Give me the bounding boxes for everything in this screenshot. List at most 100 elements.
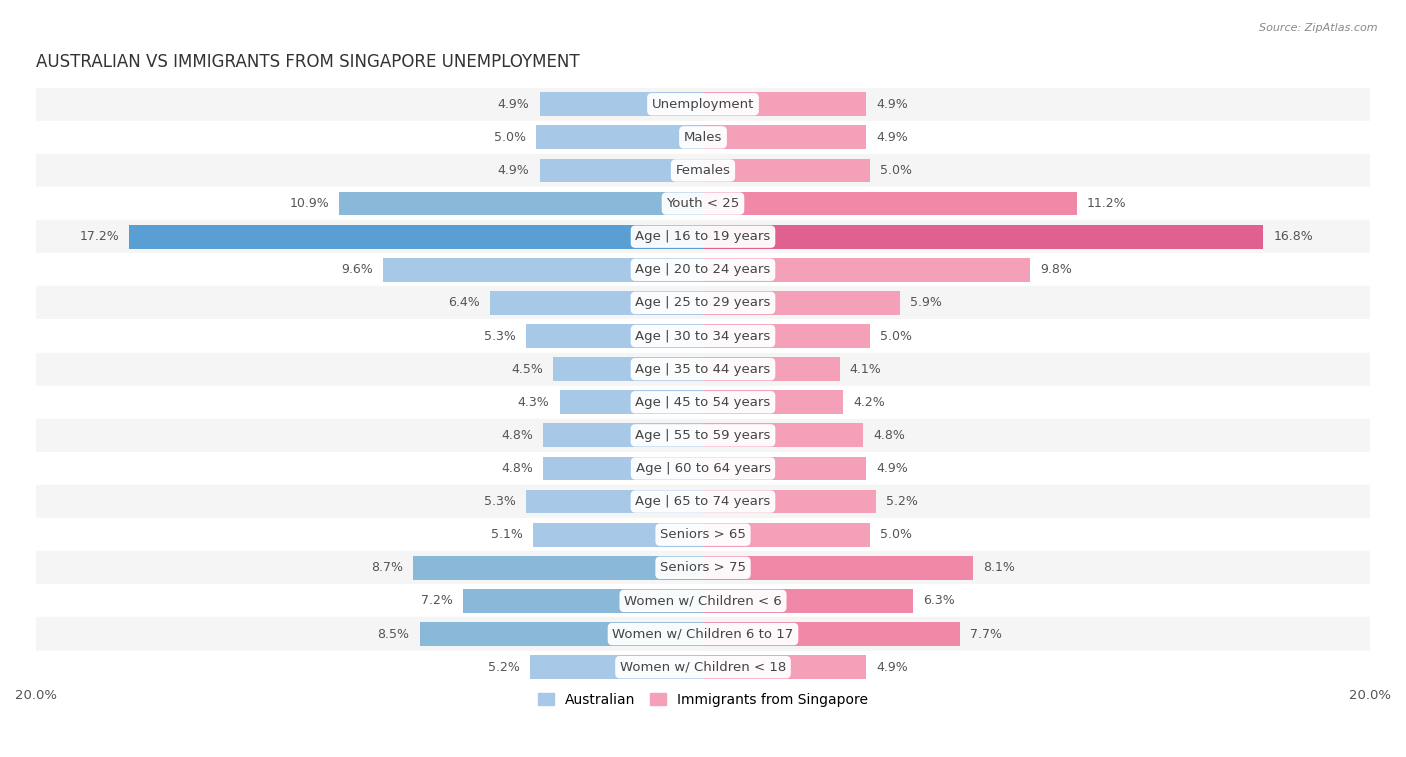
Text: 8.1%: 8.1% — [983, 561, 1015, 575]
Bar — [703, 225, 1263, 248]
Text: Females: Females — [675, 164, 731, 177]
Bar — [37, 121, 1369, 154]
Bar — [526, 490, 703, 513]
Bar — [703, 622, 960, 646]
Text: 7.2%: 7.2% — [420, 594, 453, 607]
Bar — [703, 158, 870, 182]
Text: Women w/ Children < 6: Women w/ Children < 6 — [624, 594, 782, 607]
Text: 16.8%: 16.8% — [1274, 230, 1313, 243]
Bar — [463, 589, 703, 613]
Bar — [37, 319, 1369, 353]
Text: 6.3%: 6.3% — [924, 594, 955, 607]
Bar — [703, 456, 866, 481]
Text: 5.2%: 5.2% — [886, 495, 918, 508]
Bar — [543, 423, 703, 447]
Bar — [703, 391, 844, 414]
Bar — [553, 357, 703, 381]
Bar — [37, 254, 1369, 286]
Text: 4.5%: 4.5% — [510, 363, 543, 375]
Bar — [489, 291, 703, 315]
Bar — [382, 258, 703, 282]
Text: Age | 35 to 44 years: Age | 35 to 44 years — [636, 363, 770, 375]
Text: Women w/ Children 6 to 17: Women w/ Children 6 to 17 — [613, 628, 793, 640]
Bar — [703, 589, 912, 613]
Bar — [37, 187, 1369, 220]
Text: 4.2%: 4.2% — [853, 396, 884, 409]
Bar — [703, 92, 866, 116]
Text: 5.3%: 5.3% — [484, 495, 516, 508]
Bar — [703, 556, 973, 580]
Bar — [37, 154, 1369, 187]
Text: 9.6%: 9.6% — [342, 263, 373, 276]
Text: Age | 60 to 64 years: Age | 60 to 64 years — [636, 462, 770, 475]
Text: 5.9%: 5.9% — [910, 297, 942, 310]
Bar — [703, 192, 1077, 216]
Bar — [526, 324, 703, 348]
Bar — [37, 452, 1369, 485]
Text: 4.9%: 4.9% — [876, 661, 908, 674]
Bar — [37, 518, 1369, 551]
Text: 4.8%: 4.8% — [873, 429, 905, 442]
Text: 11.2%: 11.2% — [1087, 197, 1126, 210]
Text: 4.9%: 4.9% — [498, 98, 530, 111]
Bar — [530, 656, 703, 679]
Bar — [703, 324, 870, 348]
Bar — [703, 291, 900, 315]
Bar — [129, 225, 703, 248]
Text: 5.0%: 5.0% — [495, 131, 526, 144]
Bar — [540, 158, 703, 182]
Text: Age | 65 to 74 years: Age | 65 to 74 years — [636, 495, 770, 508]
Bar — [37, 650, 1369, 684]
Text: 5.1%: 5.1% — [491, 528, 523, 541]
Bar — [37, 584, 1369, 618]
Text: Males: Males — [683, 131, 723, 144]
Bar — [560, 391, 703, 414]
Text: Age | 55 to 59 years: Age | 55 to 59 years — [636, 429, 770, 442]
Bar — [37, 88, 1369, 121]
Bar — [533, 523, 703, 547]
Bar — [703, 656, 866, 679]
Text: Women w/ Children < 18: Women w/ Children < 18 — [620, 661, 786, 674]
Bar — [37, 353, 1369, 385]
Text: 5.0%: 5.0% — [880, 528, 911, 541]
Bar — [419, 622, 703, 646]
Text: AUSTRALIAN VS IMMIGRANTS FROM SINGAPORE UNEMPLOYMENT: AUSTRALIAN VS IMMIGRANTS FROM SINGAPORE … — [37, 53, 579, 71]
Text: 4.9%: 4.9% — [876, 462, 908, 475]
Bar — [543, 456, 703, 481]
Bar — [339, 192, 703, 216]
Bar — [703, 523, 870, 547]
Text: 4.8%: 4.8% — [501, 462, 533, 475]
Bar — [37, 220, 1369, 254]
Text: 9.8%: 9.8% — [1040, 263, 1071, 276]
Bar — [536, 126, 703, 149]
Bar — [703, 126, 866, 149]
Text: 10.9%: 10.9% — [290, 197, 329, 210]
Text: 7.7%: 7.7% — [970, 628, 1002, 640]
Text: Age | 45 to 54 years: Age | 45 to 54 years — [636, 396, 770, 409]
Text: 5.0%: 5.0% — [880, 164, 911, 177]
Text: 6.4%: 6.4% — [447, 297, 479, 310]
Text: 4.9%: 4.9% — [876, 98, 908, 111]
Text: 4.1%: 4.1% — [849, 363, 882, 375]
Bar — [413, 556, 703, 580]
Text: Age | 30 to 34 years: Age | 30 to 34 years — [636, 329, 770, 342]
Text: 8.7%: 8.7% — [371, 561, 404, 575]
Text: Youth < 25: Youth < 25 — [666, 197, 740, 210]
Bar — [703, 490, 876, 513]
Text: 17.2%: 17.2% — [80, 230, 120, 243]
Bar — [703, 258, 1029, 282]
Bar — [37, 419, 1369, 452]
Text: 8.5%: 8.5% — [378, 628, 409, 640]
Bar — [540, 92, 703, 116]
Legend: Australian, Immigrants from Singapore: Australian, Immigrants from Singapore — [531, 687, 875, 712]
Text: 4.8%: 4.8% — [501, 429, 533, 442]
Bar — [37, 385, 1369, 419]
Text: Age | 16 to 19 years: Age | 16 to 19 years — [636, 230, 770, 243]
Text: 4.9%: 4.9% — [876, 131, 908, 144]
Bar — [37, 485, 1369, 518]
Bar — [703, 423, 863, 447]
Text: 5.3%: 5.3% — [484, 329, 516, 342]
Text: 4.3%: 4.3% — [517, 396, 550, 409]
Text: Seniors > 65: Seniors > 65 — [659, 528, 747, 541]
Text: Source: ZipAtlas.com: Source: ZipAtlas.com — [1260, 23, 1378, 33]
